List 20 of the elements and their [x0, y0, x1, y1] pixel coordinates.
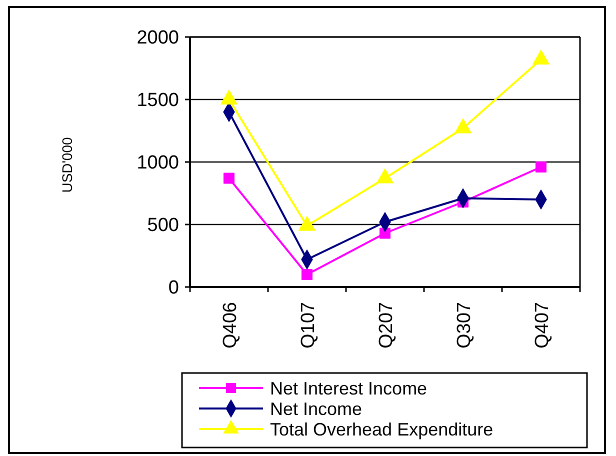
point [224, 172, 234, 184]
point [532, 50, 550, 65]
x-tick-label: Q107 [298, 302, 319, 348]
x-tick-label: Q407 [532, 302, 553, 348]
x-tick-label: Q207 [376, 302, 397, 348]
y-tick-label: 1000 [136, 152, 179, 174]
point [302, 269, 312, 280]
y-tick-label: 0 [168, 278, 179, 299]
y-tick-label: 1500 [136, 90, 179, 112]
point [454, 118, 472, 134]
y-axis-title: USD'000 [59, 136, 75, 193]
legend-label: Total Overhead Expenditure [270, 419, 494, 440]
legend-label: Net Income [270, 398, 362, 419]
legend-label: Net Interest Income [270, 378, 428, 398]
y-tick-label: 500 [147, 215, 179, 236]
point [536, 162, 546, 172]
point [220, 90, 238, 105]
x-tick-label: Q406 [220, 302, 241, 348]
x-tick-label: Q307 [454, 302, 475, 348]
y-tick-label: 2000 [136, 28, 179, 49]
